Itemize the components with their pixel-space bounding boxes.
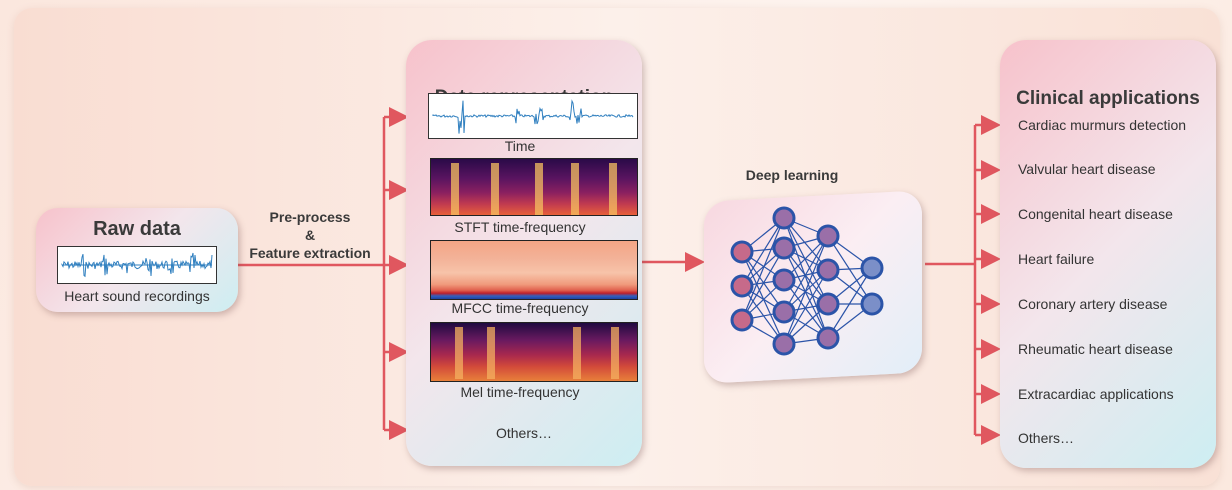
clinical-item-3: Congenital heart disease	[1018, 206, 1173, 222]
clinical-item-1: Cardiac murmurs detection	[1018, 117, 1187, 133]
preprocess-line1: Pre-process	[269, 209, 351, 225]
nn-node	[772, 268, 796, 292]
clinical-applications-title: Clinical applications	[1016, 88, 1200, 109]
raw-data-title: Raw data	[93, 218, 181, 240]
rep-item-mfcc: MFCC time-frequency	[451, 300, 589, 316]
preprocess-line2: &	[304, 227, 316, 243]
nn-node	[816, 292, 840, 316]
clinical-item-2: Valvular heart disease	[1018, 161, 1156, 177]
rep-item-stft: STFT time-frequency	[454, 219, 586, 235]
rep-item-time: Time	[504, 138, 536, 154]
nn-node	[772, 236, 796, 260]
neural-network-icon	[730, 206, 884, 356]
rep-item-mel: Mel time-frequency	[460, 384, 580, 400]
stft-spectrogram	[430, 158, 638, 216]
nn-node	[772, 300, 796, 324]
mfcc-heatmap	[430, 240, 638, 300]
deep-learning-label: Deep learning	[745, 167, 839, 183]
raw-waveform-icon	[61, 252, 213, 278]
clinical-applications-card	[1000, 40, 1216, 468]
nn-node	[816, 326, 840, 350]
nn-node	[816, 224, 840, 248]
nn-node	[772, 332, 796, 356]
clinical-item-4: Heart failure	[1018, 251, 1095, 267]
raw-waveform-box	[57, 246, 217, 284]
rep-item-others: Others…	[495, 425, 552, 441]
nn-node	[860, 256, 884, 280]
mel-spectrogram	[430, 322, 638, 382]
nn-node	[730, 308, 754, 332]
preprocess-label: Pre-process & Feature extraction	[240, 208, 380, 262]
clinical-item-7: Extracardiac applications	[1018, 386, 1174, 402]
clinical-item-6: Rheumatic heart disease	[1018, 341, 1173, 357]
time-waveform-box	[428, 93, 638, 139]
nn-node	[730, 240, 754, 264]
preprocess-line3: Feature extraction	[249, 245, 371, 261]
nn-node	[772, 206, 796, 230]
nn-node	[860, 292, 884, 316]
clinical-item-5: Coronary artery disease	[1018, 296, 1168, 312]
raw-data-caption: Heart sound recordings	[64, 288, 210, 304]
nn-node	[816, 258, 840, 282]
clinical-item-8: Others…	[1018, 430, 1075, 446]
nn-node	[730, 274, 754, 298]
time-waveform-icon	[432, 99, 634, 134]
